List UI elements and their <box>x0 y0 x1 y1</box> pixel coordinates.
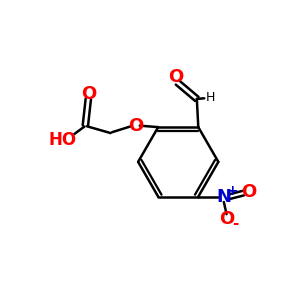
Text: O: O <box>168 68 184 86</box>
Text: O: O <box>241 184 256 202</box>
Text: H: H <box>206 91 215 104</box>
Text: +: + <box>226 184 238 198</box>
Text: O: O <box>128 117 143 135</box>
Text: N: N <box>216 188 231 206</box>
Text: -: - <box>232 216 238 231</box>
Text: O: O <box>81 85 96 103</box>
Text: O: O <box>219 210 234 228</box>
Text: HO: HO <box>48 131 76 149</box>
